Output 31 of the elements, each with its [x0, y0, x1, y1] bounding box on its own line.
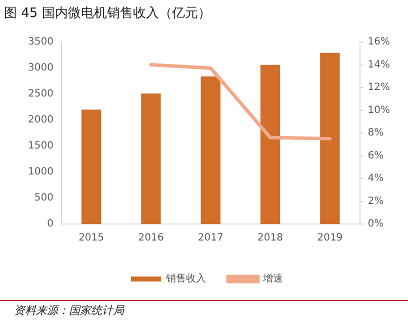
- x-tick-label: 2018: [258, 232, 284, 244]
- y2-tick-label: 16%: [368, 36, 390, 48]
- y2-tick-label: 6%: [368, 150, 384, 162]
- bar: [81, 110, 102, 224]
- y2-tick-label: 14%: [368, 59, 390, 70]
- bar: [320, 52, 340, 224]
- chart-title: 图 45 国内微电机销售收入（亿元）: [4, 5, 211, 22]
- y-tick-label: 2500: [28, 88, 54, 100]
- bar: [141, 93, 161, 224]
- y2-tick-label: 0%: [368, 218, 384, 230]
- bar: [260, 64, 280, 224]
- bar: [200, 76, 220, 224]
- text: 资料来源：国家统计局: [14, 303, 124, 318]
- legend-label: 增速: [262, 272, 283, 285]
- y-tick-label: 1500: [28, 140, 54, 152]
- y-tick-label: 500: [34, 192, 54, 204]
- x-tick-label: 2017: [198, 232, 224, 244]
- legend-label: 销售收入: [165, 272, 206, 285]
- y-tick-label: 0: [47, 218, 54, 230]
- y2-tick-label: 10%: [368, 104, 390, 116]
- y2-tick-label: 8%: [368, 128, 384, 139]
- x-tick-label: 2019: [317, 232, 343, 244]
- y-tick-label: 3000: [28, 62, 54, 74]
- x-tick-label: 2015: [78, 232, 104, 244]
- y-tick-label: 3500: [28, 36, 54, 48]
- y2-tick-label: 4%: [368, 173, 384, 184]
- x-tick-label: 2016: [138, 232, 164, 244]
- y2-tick-label: 2%: [368, 196, 384, 207]
- y-tick-label: 1000: [28, 166, 54, 178]
- y2-tick-label: 12%: [368, 82, 390, 94]
- y-tick-label: 2000: [28, 114, 54, 126]
